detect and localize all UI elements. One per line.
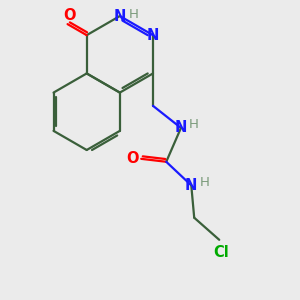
Text: N: N [175, 120, 187, 135]
Text: O: O [63, 8, 75, 23]
Text: N: N [114, 8, 126, 23]
Text: Cl: Cl [213, 245, 229, 260]
Text: O: O [126, 151, 138, 166]
Text: N: N [147, 28, 159, 43]
Text: N: N [185, 178, 197, 193]
Text: H: H [189, 118, 199, 131]
Text: H: H [129, 8, 139, 21]
Text: H: H [200, 176, 209, 189]
